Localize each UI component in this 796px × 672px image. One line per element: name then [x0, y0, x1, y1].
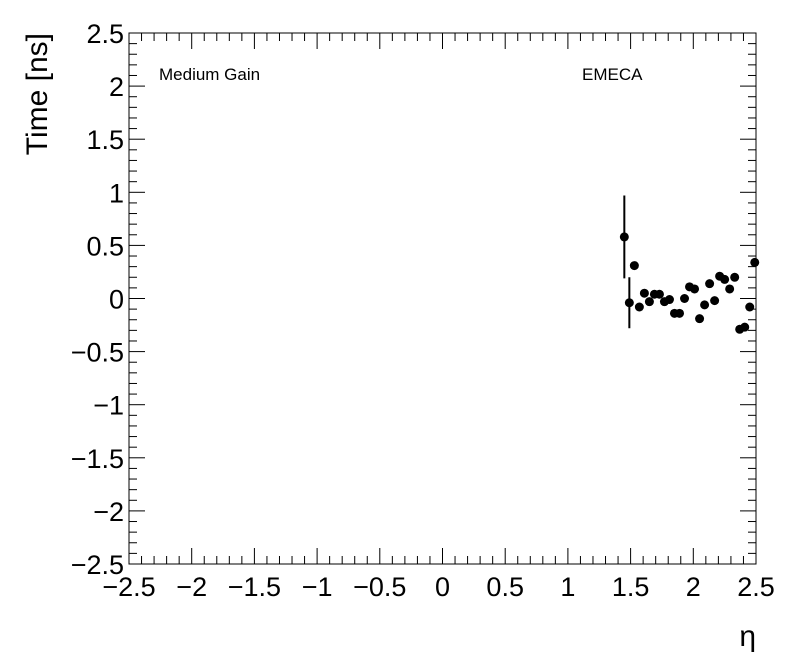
data-point — [624, 298, 634, 308]
data-point — [690, 284, 700, 294]
data-point — [634, 302, 644, 312]
x-tick-label: −1 — [302, 572, 333, 602]
x-tick-label: 0.5 — [486, 572, 524, 602]
gain-annotation: Medium Gain — [159, 65, 260, 84]
x-tick-label: 1.5 — [612, 572, 650, 602]
data-point — [695, 314, 705, 324]
axis-ticks — [128, 32, 757, 565]
x-tick-label: −2 — [176, 572, 207, 602]
y-tick-label: −1 — [93, 391, 124, 421]
x-tick-label: 2.5 — [737, 572, 775, 602]
region-annotation: EMECA — [582, 65, 643, 84]
data-point — [740, 322, 750, 332]
x-tick-label: −1.5 — [228, 572, 281, 602]
y-tick-label: −1.5 — [71, 444, 124, 474]
y-tick-label: 2 — [109, 72, 124, 102]
y-tick-label: −2.5 — [71, 550, 124, 580]
data-point — [700, 300, 710, 310]
data-point — [745, 302, 755, 312]
data-points — [619, 195, 760, 334]
x-axis-title: η — [739, 620, 756, 653]
y-tick-label: 2.5 — [86, 19, 124, 49]
data-point — [619, 232, 629, 242]
y-axis-title: Time [ns] — [21, 33, 54, 155]
data-point — [654, 289, 664, 299]
x-tick-label: 0 — [435, 572, 450, 602]
data-point — [710, 296, 720, 306]
y-tick-label: 1 — [109, 178, 124, 208]
y-tick-label: 0 — [109, 285, 124, 315]
data-point — [675, 308, 685, 318]
data-point — [680, 294, 690, 303]
data-point — [720, 274, 730, 284]
tick-labels: −2.5 −2 −1.5 −1 −0.5 0 0.5 1 1.5 2 2.5 −2.5 −2 −1.5 −1… — [71, 19, 775, 602]
x-tick-label: −2.5 — [102, 572, 155, 602]
y-tick-label: −0.5 — [71, 338, 124, 368]
x-tick-label: 2 — [686, 572, 701, 602]
data-point — [730, 272, 740, 282]
data-point — [639, 288, 649, 298]
y-tick-label: −2 — [93, 497, 124, 527]
data-point — [644, 297, 654, 307]
data-point — [629, 261, 639, 271]
x-tick-label: 1 — [560, 572, 575, 602]
y-tick-label: 1.5 — [86, 125, 124, 155]
data-point — [750, 257, 760, 267]
x-tick-label: −0.5 — [353, 572, 406, 602]
data-point — [725, 284, 735, 294]
data-point — [705, 279, 715, 289]
data-point — [664, 295, 674, 305]
y-tick-label: 0.5 — [86, 231, 124, 261]
